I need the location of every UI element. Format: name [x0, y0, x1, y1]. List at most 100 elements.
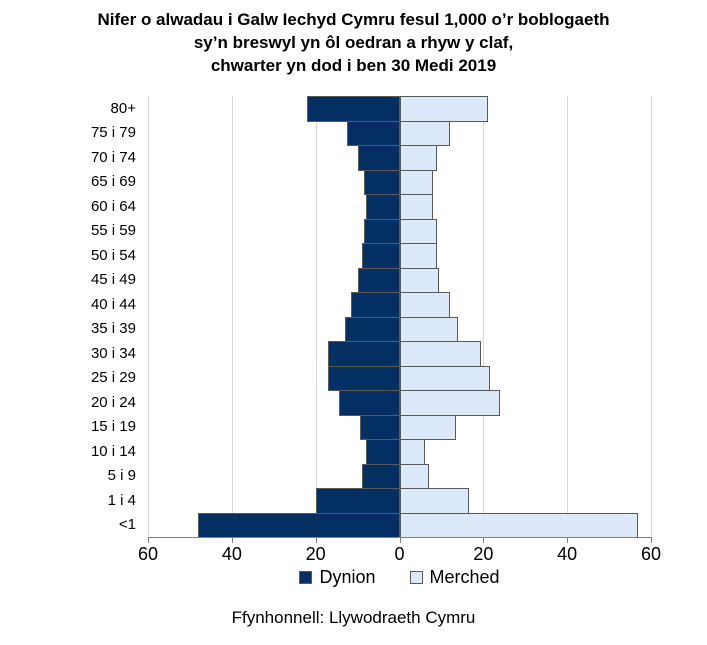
gridline — [567, 96, 569, 537]
dynion-bar — [338, 390, 400, 416]
y-axis-label: 25 i 29 — [90, 369, 136, 387]
dynion-bar — [365, 194, 400, 220]
chart-title: Nifer o alwadau i Galw Iechyd Cymru fesu… — [0, 8, 707, 77]
x-axis-tick — [399, 537, 401, 543]
pyramid-row — [148, 243, 651, 269]
x-axis-tick — [483, 537, 485, 543]
merched-bar — [399, 243, 438, 269]
chart-title-line-3: chwarter yn dod i ben 30 Medi 2019 — [210, 56, 497, 75]
merched-bar — [399, 488, 469, 514]
x-axis-tick — [315, 537, 317, 543]
pyramid-row — [148, 316, 651, 342]
merched-bar — [399, 194, 434, 220]
merched-bar — [399, 414, 457, 440]
legend-label-dynion: Dynion — [319, 567, 376, 587]
legend-item-merched: Merched — [409, 567, 500, 588]
merched-bar — [399, 120, 450, 146]
dynion-bar — [198, 512, 400, 538]
dynion-bar — [328, 365, 400, 391]
y-axis-labels: 80+ 75 i 79 70 i 74 65 i 69 60 i 64 55 i 59 50… — [0, 96, 136, 537]
merched-bar — [399, 365, 490, 391]
merched-bar — [399, 316, 459, 342]
dynion-bar — [351, 292, 400, 318]
merched-bar — [399, 292, 450, 318]
merched-bar — [399, 96, 488, 122]
dynion-bar — [345, 316, 400, 342]
pyramid-row — [148, 512, 651, 538]
y-axis-label: 45 i 49 — [90, 271, 136, 289]
y-axis-label: 5 i 9 — [107, 467, 136, 485]
gridline — [651, 96, 652, 537]
y-axis-label: 15 i 19 — [90, 418, 136, 436]
y-axis-label: 70 i 74 — [90, 148, 136, 166]
merched-bar — [399, 267, 440, 293]
y-axis-label: 10 i 14 — [90, 442, 136, 460]
dynion-bar — [315, 488, 400, 514]
merched-bar — [399, 145, 438, 171]
legend-item-dynion: Dynion — [299, 567, 376, 588]
x-axis-tick-label: 60 — [640, 544, 662, 564]
dynion-bar — [363, 218, 400, 244]
x-axis-tick — [231, 537, 233, 543]
dynion-bar — [357, 267, 400, 293]
pyramid-row — [148, 390, 651, 416]
bars-layer — [148, 96, 651, 538]
pyramid-row — [148, 439, 651, 465]
y-axis-label: 20 i 24 — [90, 393, 136, 411]
dynion-bar — [307, 96, 400, 122]
pyramid-row — [148, 218, 651, 244]
y-axis-label: 55 i 59 — [90, 222, 136, 240]
dynion-bar — [347, 120, 400, 146]
merched-bar — [399, 390, 501, 416]
pyramid-row — [148, 488, 651, 514]
dynion-swatch-icon — [299, 571, 313, 584]
plot-area — [148, 96, 652, 538]
x-axis-tick — [567, 537, 569, 543]
chart-title-line-2: sy’n breswyl yn ôl oedran a rhyw y claf, — [193, 33, 514, 52]
gridline — [315, 96, 317, 537]
y-axis-label: 50 i 54 — [90, 246, 136, 264]
y-axis-label: <1 — [118, 516, 136, 534]
pyramid-row — [148, 145, 651, 171]
dynion-bar — [363, 169, 400, 195]
y-axis-label: 65 i 69 — [90, 173, 136, 191]
pyramid-row — [148, 365, 651, 391]
pyramid-row — [148, 341, 651, 367]
source-caption: Ffynhonnell: Llywodraeth Cymru — [231, 608, 476, 627]
merched-bar — [399, 218, 438, 244]
y-axis-label: 35 i 39 — [90, 320, 136, 338]
y-axis-label: 75 i 79 — [90, 124, 136, 142]
pyramid-row — [148, 169, 651, 195]
pyramid-row — [148, 267, 651, 293]
dynion-bar — [361, 463, 400, 489]
merched-bar — [399, 463, 429, 489]
x-axis-tick-label: 40 — [221, 544, 242, 564]
pyramid-row — [148, 292, 651, 318]
pyramid-row — [148, 414, 651, 440]
dynion-bar — [365, 439, 400, 465]
legend-label-merched: Merched — [429, 567, 500, 587]
legend: Dynion Merched — [148, 567, 651, 588]
x-axis-tick-label: 0 — [394, 544, 405, 564]
merched-bar — [399, 439, 425, 465]
dynion-bar — [357, 145, 400, 171]
x-axis-tick — [651, 537, 652, 543]
gridline — [148, 96, 149, 537]
y-axis-label: 80+ — [110, 99, 136, 117]
merched-bar — [399, 169, 434, 195]
pyramid-row — [148, 120, 651, 146]
pyramid-row — [148, 194, 651, 220]
x-axis-tick-label: 20 — [473, 544, 494, 564]
gridline — [483, 96, 485, 537]
merched-bar — [399, 512, 639, 538]
y-axis-label: 1 i 4 — [107, 491, 136, 509]
pyramid-row — [148, 96, 651, 122]
y-axis-label: 30 i 34 — [90, 344, 136, 362]
dynion-bar — [359, 414, 400, 440]
x-axis-tick-label: 40 — [557, 544, 578, 564]
pyramid-row — [148, 463, 651, 489]
y-axis-label: 60 i 64 — [90, 197, 136, 215]
gridline — [231, 96, 233, 537]
chart-title-line-1: Nifer o alwadau i Galw Iechyd Cymru fesu… — [97, 10, 610, 29]
